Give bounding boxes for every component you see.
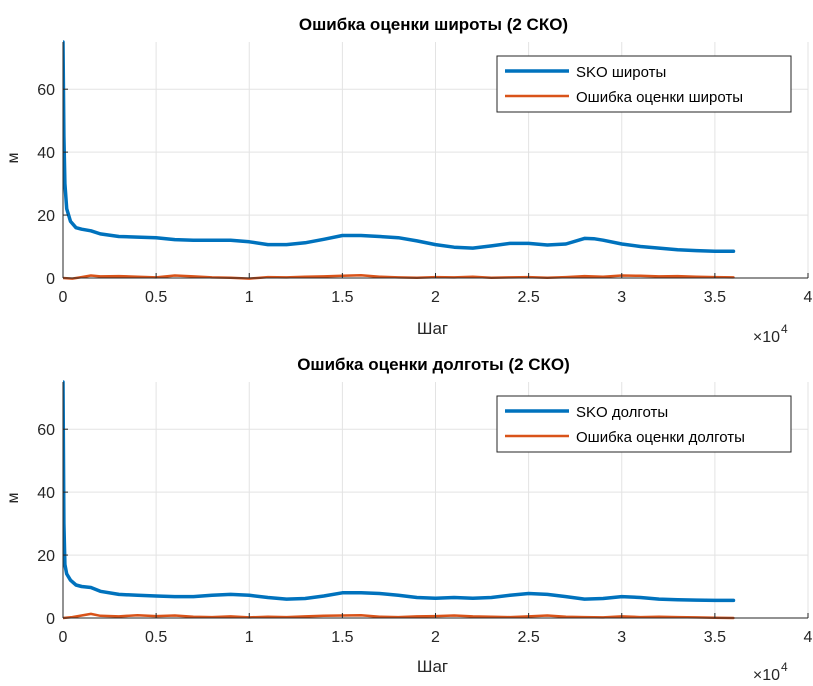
x-exponent-power: 4 [781, 322, 788, 336]
series-line-2 [63, 273, 735, 280]
x-tick-label: 1.5 [331, 289, 353, 306]
x-tick-label: 3.5 [704, 629, 726, 646]
y-tick-label: 0 [46, 611, 55, 628]
y-axis-label: м [5, 153, 22, 164]
x-tick-label: 4 [804, 629, 813, 646]
x-tick-label: 1.5 [331, 629, 353, 646]
x-tick-label: 2.5 [518, 289, 540, 306]
x-tick-label: 0.5 [145, 629, 167, 646]
y-tick-label: 20 [37, 208, 55, 225]
x-tick-label: 3 [617, 289, 626, 306]
legend-entry-2: Ошибка оценки долготы [576, 429, 745, 446]
y-tick-label: 60 [37, 82, 55, 99]
y-tick-label: 0 [46, 271, 55, 288]
y-tick-label: 60 [37, 422, 55, 439]
legend-box [496, 55, 792, 113]
x-exponent-multiplier: ×10 [753, 667, 780, 684]
legend: SKO долготы Ошибка оценки долготы [496, 395, 792, 453]
y-tick-label: 40 [37, 485, 55, 502]
x-tick-label: 1 [245, 629, 254, 646]
x-exponent-power: 4 [781, 660, 788, 674]
x-axis-label: Шаг [417, 657, 448, 676]
series-line-2 [63, 612, 735, 620]
x-tick-label: 3.5 [704, 289, 726, 306]
legend-box [496, 395, 792, 453]
x-axis-label: Шаг [417, 319, 448, 338]
x-tick-label: 1 [245, 289, 254, 306]
chart-title: Ошибка оценки долготы (2 СКО) [297, 355, 570, 374]
x-exponent-multiplier: ×10 [753, 329, 780, 346]
series-line-1 [63, 380, 736, 603]
legend-entry-1: SKO широты [576, 64, 666, 81]
x-tick-label: 2.5 [518, 629, 540, 646]
legend-entry-1: SKO долготы [576, 404, 668, 421]
y-tick-label: 20 [37, 548, 55, 565]
x-tick-label: 3 [617, 629, 626, 646]
x-tick-label: 0 [59, 629, 68, 646]
x-tick-label: 0.5 [145, 289, 167, 306]
x-tick-label: 2 [431, 289, 440, 306]
legend: SKO широты Ошибка оценки широты [496, 55, 792, 113]
series-line-1 [63, 40, 736, 254]
x-tick-label: 4 [804, 289, 813, 306]
legend-entry-2: Ошибка оценки широты [576, 89, 743, 106]
y-axis-label: м [5, 493, 22, 504]
y-tick-label: 40 [37, 145, 55, 162]
x-tick-label: 2 [431, 629, 440, 646]
chart-title: Ошибка оценки широты (2 СКО) [299, 15, 568, 34]
x-tick-label: 0 [59, 289, 68, 306]
